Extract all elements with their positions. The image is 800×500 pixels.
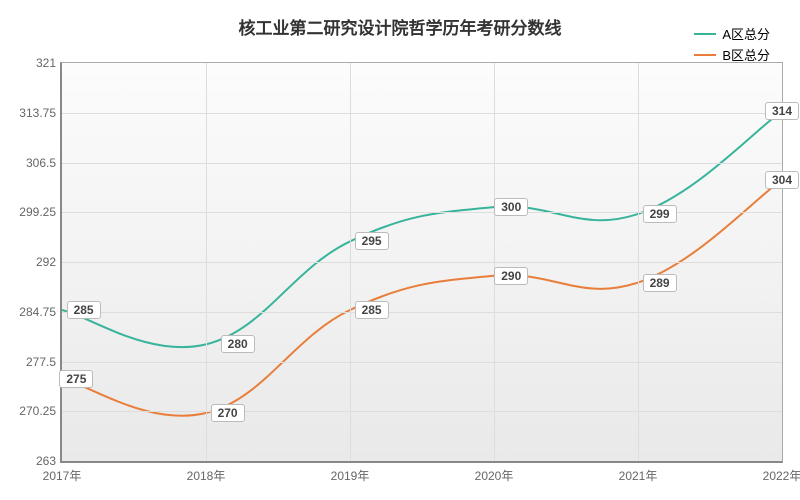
y-tick-label: 306.5: [26, 156, 56, 170]
y-tick-label: 284.75: [19, 305, 56, 319]
gridline-v: [206, 63, 207, 461]
data-label: 285: [67, 301, 101, 319]
data-label: 280: [221, 335, 255, 353]
gridline-h: [62, 362, 782, 363]
data-label: 270: [211, 404, 245, 422]
y-tick-label: 263: [36, 454, 56, 468]
gridline-h: [62, 163, 782, 164]
y-tick-label: 292: [36, 255, 56, 269]
gridline-v: [350, 63, 351, 461]
y-tick-label: 270.25: [19, 404, 56, 418]
x-tick-label: 2017年: [43, 467, 82, 484]
x-tick-label: 2021年: [619, 467, 658, 484]
data-label: 304: [765, 171, 799, 189]
x-tick-label: 2019年: [331, 467, 370, 484]
y-tick-label: 313.75: [19, 106, 56, 120]
data-label: 289: [643, 274, 677, 292]
plot-area: 263270.25277.5284.75292299.25306.5313.75…: [60, 62, 783, 463]
data-label: 299: [643, 205, 677, 223]
data-label: 295: [355, 232, 389, 250]
data-label: 314: [765, 102, 799, 120]
x-tick-label: 2020年: [475, 467, 514, 484]
data-label: 300: [494, 198, 528, 216]
data-label: 290: [494, 267, 528, 285]
data-label: 285: [355, 301, 389, 319]
chart-title: 核工业第二研究设计院哲学历年考研分数线: [0, 0, 800, 39]
legend-swatch-a: [694, 33, 716, 35]
gridline-v: [638, 63, 639, 461]
x-tick-label: 2018年: [187, 467, 226, 484]
legend-swatch-b: [694, 54, 716, 56]
gridline-h: [62, 312, 782, 313]
chart-container: 核工业第二研究设计院哲学历年考研分数线 A区总分 B区总分 263270.252…: [0, 0, 800, 500]
x-tick-label: 2022年: [763, 467, 800, 484]
y-tick-label: 321: [36, 56, 56, 70]
gridline-v: [494, 63, 495, 461]
y-tick-label: 299.25: [19, 205, 56, 219]
legend-label-a: A区总分: [722, 24, 770, 43]
data-label: 275: [59, 370, 93, 388]
legend-item-a[interactable]: A区总分: [694, 24, 770, 43]
legend: A区总分 B区总分: [694, 24, 770, 66]
gridline-h: [62, 262, 782, 263]
gridline-h: [62, 411, 782, 412]
gridline-h: [62, 113, 782, 114]
y-tick-label: 277.5: [26, 355, 56, 369]
